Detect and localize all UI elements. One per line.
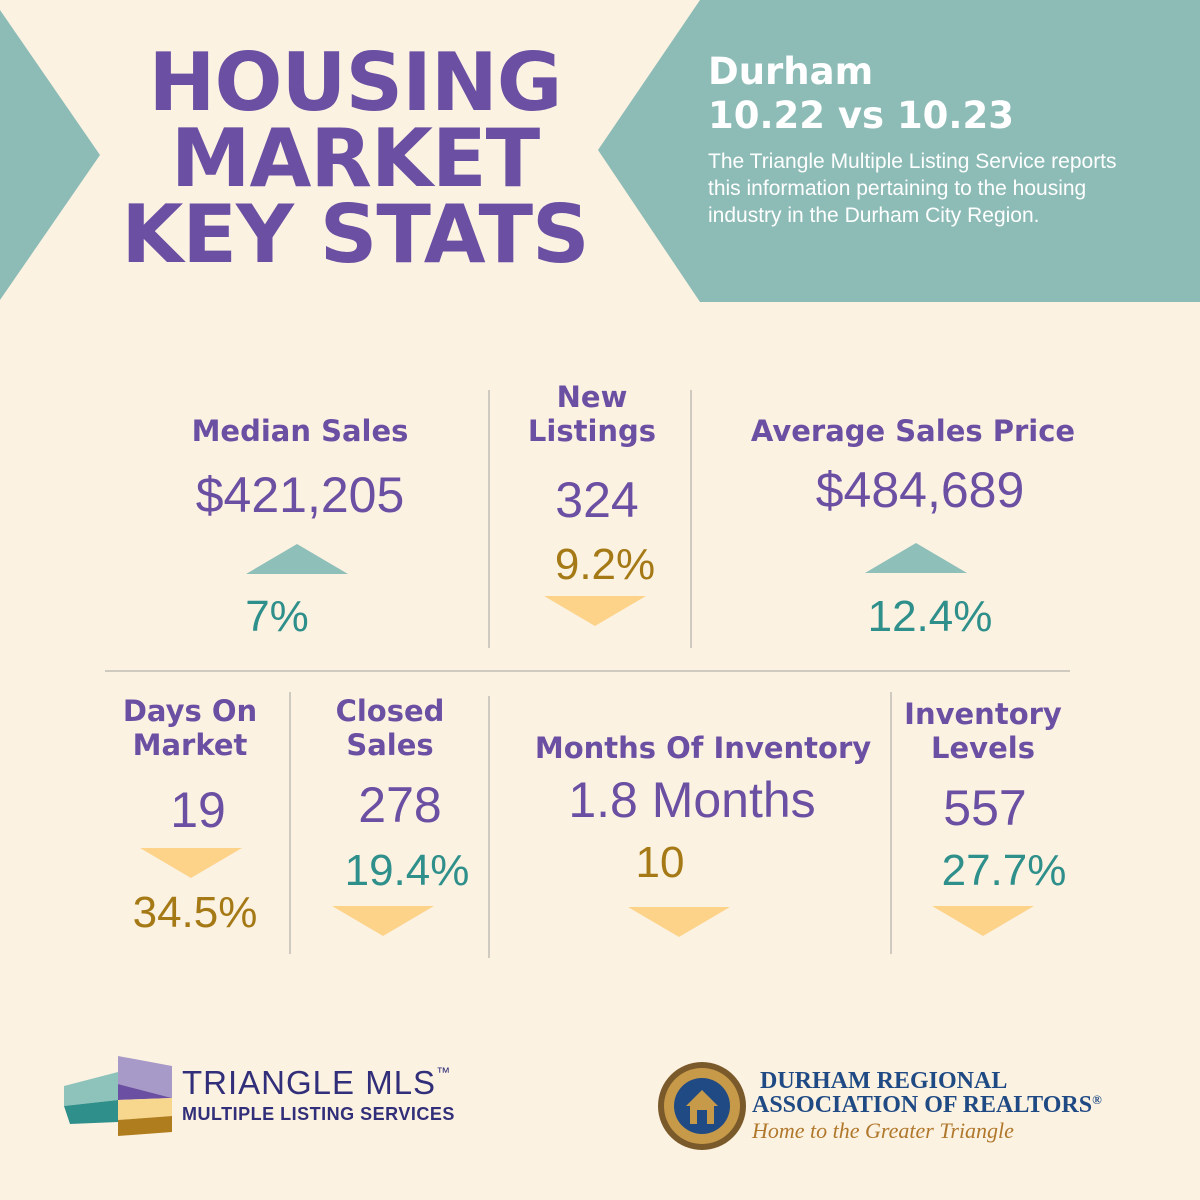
new-listings-change: 9.2% xyxy=(554,540,656,589)
durham-realtors-seal-icon xyxy=(658,1062,746,1150)
realtors-name-line2-text: ASSOCIATION OF REALTORS xyxy=(752,1092,1093,1118)
up-arrow-icon xyxy=(246,544,348,574)
median-sales-change: 7% xyxy=(245,592,309,641)
inventory-levels-label-line2: Levels xyxy=(931,731,1035,765)
mls-name: TRIANGLE MLS™ xyxy=(182,1064,451,1102)
closed-sales-value: 278 xyxy=(358,777,442,833)
months-inventory-value: 1.8 Months xyxy=(568,772,816,828)
triangle-mls-logo-icon xyxy=(64,1056,172,1136)
new-listings-label-line1: New xyxy=(556,380,628,414)
days-on-market-label: Days On Market xyxy=(90,694,290,762)
new-listings-label: New Listings xyxy=(492,380,692,448)
divider-top-2 xyxy=(690,390,692,648)
mls-trademark: ™ xyxy=(436,1064,452,1080)
new-listings-label-line2: Listings xyxy=(527,414,657,448)
realtors-name-line1: DURHAM REGIONAL xyxy=(760,1068,1008,1094)
inventory-levels-value: 557 xyxy=(943,780,1027,836)
inventory-levels-label: Inventory Levels xyxy=(883,697,1083,765)
divider-bottom-2 xyxy=(488,696,490,958)
avg-price-value: $484,689 xyxy=(815,462,1025,518)
closed-sales-label-line2: Sales xyxy=(346,728,434,762)
realtors-registered-mark: ® xyxy=(1092,1092,1102,1107)
header-banner-shape xyxy=(598,0,1200,302)
down-arrow-icon xyxy=(544,596,646,626)
closed-sales-change: 19.4% xyxy=(344,846,470,895)
avg-price-change: 12.4% xyxy=(867,592,993,641)
region-name: Durham xyxy=(708,50,874,93)
hero-title-line2: MARKET xyxy=(170,112,540,205)
median-sales-value: $421,205 xyxy=(195,467,405,523)
closed-sales-label-line1: Closed xyxy=(335,694,445,728)
divider-horizontal xyxy=(105,670,1070,672)
mls-name-text: TRIANGLE MLS xyxy=(182,1064,437,1101)
left-chevron-shape xyxy=(0,10,100,300)
hero-title: HOUSING MARKET KEY STATS xyxy=(120,36,590,281)
median-sales-label: Median Sales xyxy=(191,414,409,448)
mls-subtitle: MULTIPLE LISTING SERVICES xyxy=(182,1104,455,1124)
realtors-tagline: Home to the Greater Triangle xyxy=(752,1118,1014,1143)
hero-title-line1: HOUSING xyxy=(148,36,563,129)
inventory-levels-label-line1: Inventory xyxy=(904,697,1062,731)
days-on-market-change: 34.5% xyxy=(132,888,258,937)
down-arrow-icon xyxy=(140,848,242,878)
period-comparison: 10.22 vs 10.23 xyxy=(708,94,1014,137)
up-arrow-icon xyxy=(865,543,967,573)
new-listings-value: 324 xyxy=(555,472,639,528)
days-on-market-label-line2: Market xyxy=(132,728,248,762)
months-inventory-change: 10 xyxy=(635,838,685,887)
inventory-levels-change: 27.7% xyxy=(941,846,1067,895)
down-arrow-icon xyxy=(628,907,730,937)
down-arrow-icon xyxy=(332,906,434,936)
down-arrow-icon xyxy=(932,906,1034,936)
region-heading: Durham 10.22 vs 10.23 xyxy=(708,50,1014,138)
divider-top-1 xyxy=(488,390,490,648)
realtors-name-line2: ASSOCIATION OF REALTORS® xyxy=(752,1092,1102,1119)
divider-bottom-3 xyxy=(890,692,892,954)
closed-sales-label: Closed Sales xyxy=(290,694,490,762)
days-on-market-value: 19 xyxy=(170,782,226,838)
avg-price-label: Average Sales Price xyxy=(750,414,1076,448)
header-description: The Triangle Multiple Listing Service re… xyxy=(708,150,1117,227)
hero-title-line3: KEY STATS xyxy=(121,188,589,281)
days-on-market-label-line1: Days On xyxy=(122,694,258,728)
divider-bottom-1 xyxy=(289,692,291,954)
months-inventory-label: Months Of Inventory xyxy=(534,731,872,765)
